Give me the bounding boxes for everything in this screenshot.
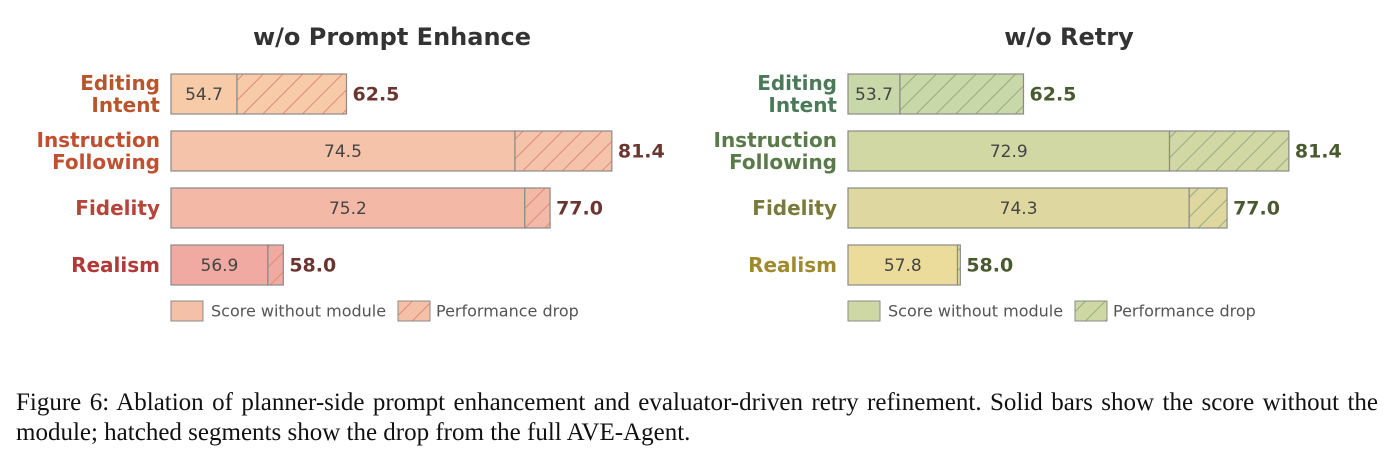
- category-label: Instruction Following: [36, 128, 161, 174]
- bar-drop: [514, 130, 613, 172]
- bar-drop: [1188, 187, 1228, 229]
- bar-value-label: 53.7: [855, 85, 893, 105]
- bar-score: [847, 187, 1190, 229]
- bar-drop: [956, 244, 961, 286]
- bar-drop: [1168, 130, 1290, 172]
- legend-label: Score without module: [211, 302, 386, 321]
- legend-swatch: [847, 300, 881, 322]
- bar-value-label: 56.9: [201, 256, 239, 276]
- bar-value-label: 74.5: [324, 142, 362, 162]
- total-label: 77.0: [556, 198, 603, 220]
- category-label: Realism: [748, 253, 837, 277]
- caption: Figure 6: Ablation of planner-side promp…: [16, 389, 1378, 446]
- category-label: Fidelity: [75, 196, 160, 220]
- bar-value-label: 54.7: [185, 85, 223, 105]
- bar-value-label: 57.8: [884, 256, 922, 276]
- bar-drop: [236, 73, 348, 115]
- legend-swatch: [397, 300, 431, 322]
- category-label: Fidelity: [752, 196, 837, 220]
- bar-score: [170, 130, 516, 172]
- total-label: 58.0: [289, 255, 336, 277]
- bar-score: [847, 130, 1171, 172]
- total-label: 77.0: [1233, 198, 1280, 220]
- total-label: 62.5: [353, 84, 400, 106]
- legend-label: Performance drop: [436, 302, 579, 321]
- legend-swatch: [1074, 300, 1108, 322]
- total-label: 62.5: [1030, 84, 1077, 106]
- bar-value-label: 74.3: [1000, 199, 1038, 219]
- total-label: 81.4: [1295, 141, 1342, 163]
- category-label: Realism: [71, 253, 160, 277]
- bar-value-label: 72.9: [990, 142, 1028, 162]
- bar-value-label: 75.2: [329, 199, 367, 219]
- bar-drop: [899, 73, 1025, 115]
- total-label: 58.0: [966, 255, 1013, 277]
- total-label: 81.4: [618, 141, 665, 163]
- bar-drop: [267, 244, 284, 286]
- bar-score: [170, 73, 238, 115]
- chart-title: w/o Retry: [1004, 23, 1134, 51]
- charts: w/o Prompt Enhance 54.7 62.5 74.5 81.4 75.2 77…: [170, 23, 1342, 322]
- chart-title: w/o Prompt Enhance: [253, 23, 531, 51]
- legend-swatch: [170, 300, 204, 322]
- category-label: Instruction Following: [713, 128, 838, 174]
- bar-drop: [524, 187, 551, 229]
- legend-label: Performance drop: [1113, 302, 1256, 321]
- category-label: Editing Intent: [80, 71, 160, 117]
- category-label: Editing Intent: [757, 71, 837, 117]
- bar-score: [847, 244, 959, 286]
- bar-score: [847, 73, 901, 115]
- legend-label: Score without module: [888, 302, 1063, 321]
